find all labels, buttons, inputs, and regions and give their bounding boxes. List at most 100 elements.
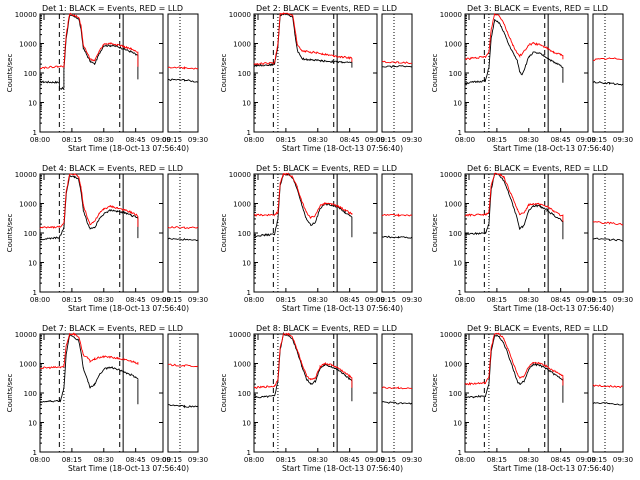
chart-title: Det 9: BLACK = Events, RED = LLD [467,324,608,333]
series-line-events [253,12,353,68]
y-tick-label: 10 [242,260,251,268]
plot-frame [253,333,378,453]
y-tick-label: 100 [24,70,37,78]
series-line-lld [39,173,139,229]
x-tick-label: 08:15 [487,456,507,464]
extension-frame [592,13,624,133]
plot-frame [253,13,378,133]
y-tick-label: 10 [453,100,462,108]
y-axis-label: Counts/sec [6,54,14,93]
x-tick-label: 08:45 [340,296,360,304]
x-tick-label: 08:30 [94,136,114,144]
y-tick-label: 1 [33,289,37,297]
y-tick-label: 100 [24,230,37,238]
y-tick-label: 100 [238,70,251,78]
x-tick-label: 08:15 [487,136,507,144]
extension-frame [592,333,624,453]
x-tick-label: 08:00 [455,136,475,144]
x-tick-label: 08:30 [308,136,328,144]
x-tick-label: 09:00 [576,456,596,464]
y-tick-label: 10 [453,420,462,428]
x-tick-label: 08:30 [519,456,539,464]
chart-panel-5: Det 5: BLACK = Events, RED = LLD 1 10 100 10… [220,164,422,313]
x-tick-label: 08:00 [244,136,264,144]
series-line-lld-continued [167,66,199,70]
x-tick-label: 09:15 [587,296,607,304]
y-tick-label: 10000 [440,331,462,339]
chart-title: Det 6: BLACK = Events, RED = LLD [467,164,608,173]
x-tick-label: 08:00 [244,456,264,464]
series-line-lld-continued [592,384,624,389]
y-tick-label: 1000 [233,361,251,369]
y-tick-label: 1000 [444,41,462,49]
x-tick-label: 08:45 [551,136,571,144]
x-tick-label: 09:00 [151,296,171,304]
x-tick-label: 08:15 [62,136,82,144]
y-axis-label: Counts/sec [6,374,14,413]
y-tick-label: 100 [449,230,462,238]
x-tick-label: 08:45 [551,296,571,304]
series-line-events [39,334,139,405]
chart-title: Det 2: BLACK = Events, RED = LLD [256,4,397,13]
series-line-lld [464,12,564,61]
x-tick-label: 09:00 [151,456,171,464]
series-line-lld [253,332,353,389]
extension-frame [167,333,199,453]
y-tick-label: 10000 [229,331,251,339]
x-tick-label: 08:00 [244,296,264,304]
series-line-events-continued [381,401,413,405]
series-line-events [253,331,353,402]
series-line-events-continued [167,237,199,242]
y-tick-label: 1 [247,289,251,297]
x-tick-label: 08:30 [94,456,114,464]
series-line-lld-continued [592,221,624,226]
y-axis-label: Counts/sec [220,374,228,413]
y-tick-label: 1000 [19,41,37,49]
plot-frame [39,173,164,293]
x-tick-label: 08:15 [62,456,82,464]
plot-frame [39,333,164,453]
x-tick-label: 09:15 [587,136,607,144]
y-tick-label: 1000 [19,361,37,369]
x-tick-label: 09:00 [151,136,171,144]
series-line-lld-continued [167,226,199,230]
x-axis-label: Start Time (18-Oct-13 07:56:40) [282,304,403,313]
series-line-events-continued [167,78,199,83]
x-tick-label: 09:30 [188,296,208,304]
series-line-lld-continued [381,60,412,65]
y-tick-label: 100 [449,390,462,398]
y-tick-label: 100 [449,70,462,78]
chart-panel-6: Det 6: BLACK = Events, RED = LLD 1 10 100 10… [431,164,633,313]
x-axis-label: Start Time (18-Oct-13 07:56:40) [493,464,614,473]
series-line-lld [464,332,564,386]
x-tick-label: 09:00 [576,136,596,144]
x-tick-label: 09:15 [162,296,182,304]
series-line-events [39,174,139,241]
y-tick-label: 1000 [233,201,251,209]
series-line-events-continued [592,237,624,242]
x-tick-label: 08:00 [30,296,50,304]
y-tick-label: 100 [24,390,37,398]
chart-title: Det 4: BLACK = Events, RED = LLD [42,164,183,173]
y-axis-label: Counts/sec [431,214,439,253]
x-tick-label: 08:30 [519,296,539,304]
y-tick-label: 1 [247,129,251,137]
x-tick-label: 09:15 [587,456,607,464]
x-tick-label: 08:45 [340,456,360,464]
plot-frame [39,13,164,133]
chart-title: Det 3: BLACK = Events, RED = LLD [467,4,608,13]
x-tick-label: 09:30 [613,136,633,144]
y-tick-label: 10 [242,420,251,428]
y-axis-label: Counts/sec [431,374,439,413]
y-tick-label: 100 [238,390,251,398]
series-line-lld [253,172,353,220]
chart-panel-1: Det 1: BLACK = Events, RED = LLD 1 10 100 10… [6,4,208,153]
series-line-events [464,173,564,240]
x-tick-label: 08:30 [519,136,539,144]
series-line-lld [39,332,139,370]
x-tick-label: 09:30 [188,456,208,464]
series-line-lld-continued [168,363,199,368]
x-tick-label: 09:30 [402,296,422,304]
y-tick-label: 10 [28,420,37,428]
